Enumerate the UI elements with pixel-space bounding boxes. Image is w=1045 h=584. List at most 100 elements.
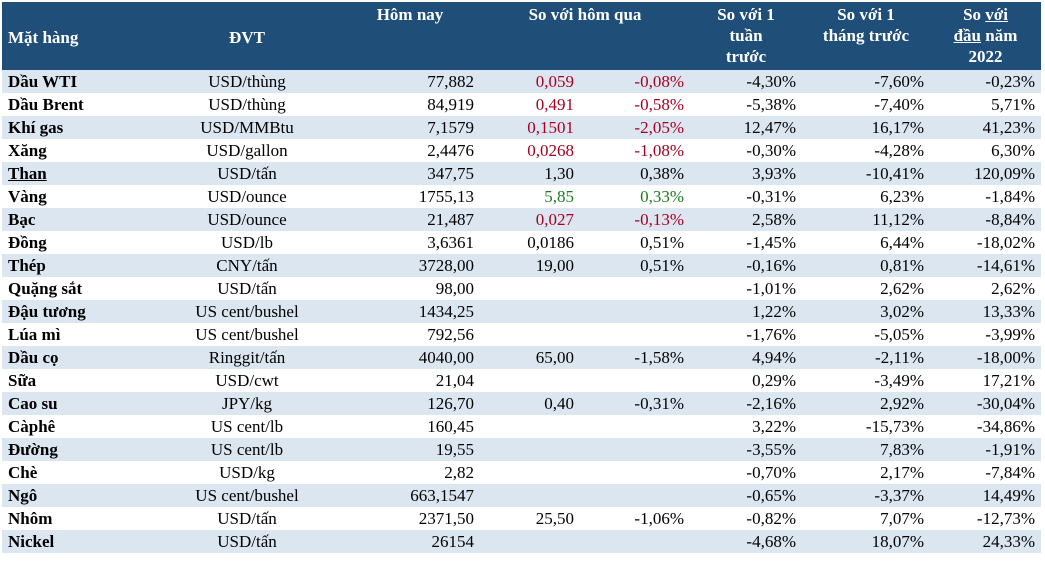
cell-vs-week: -2,16%: [690, 392, 802, 415]
table-row: Dầu Brent USD/thùng 84,919 0,491 -0,58% -5,38…: [2, 93, 1041, 116]
cell-today-price: 1755,13: [340, 185, 480, 208]
cell-today-price: 4040,00: [340, 346, 480, 369]
cell-vs-ytd: -3,99%: [930, 323, 1041, 346]
cell-change-value: 0,027: [480, 208, 580, 231]
cell-unit: Ringgit/tấn: [154, 346, 340, 369]
header-vs-ytd-line2a: đầu: [953, 26, 982, 45]
cell-vs-week: -0,82%: [690, 507, 802, 530]
cell-vs-ytd: -8,84%: [930, 208, 1041, 231]
cell-unit: USD/cwt: [154, 369, 340, 392]
cell-vs-week: -0,16%: [690, 254, 802, 277]
cell-vs-ytd: -1,91%: [930, 438, 1041, 461]
cell-vs-ytd: 2,62%: [930, 277, 1041, 300]
cell-item-name: Cao su: [2, 392, 154, 415]
cell-vs-month: 6,44%: [802, 231, 930, 254]
header-vs-yesterday: So với hôm qua: [480, 2, 690, 70]
cell-today-price: 21,487: [340, 208, 480, 231]
cell-change-value: 0,1501: [480, 116, 580, 139]
table-row: Lúa mì US cent/bushel 792,56 -1,76% -5,05% -3…: [2, 323, 1041, 346]
cell-vs-week: 12,47%: [690, 116, 802, 139]
cell-item-name: Xăng: [2, 139, 154, 162]
cell-today-price: 663,1547: [340, 484, 480, 507]
cell-item-name: Dầu WTI: [2, 70, 154, 93]
header-vs-week-line1: So với 1: [717, 5, 775, 24]
cell-vs-ytd: 14,49%: [930, 484, 1041, 507]
cell-change-percent: [580, 461, 690, 484]
cell-change-value: [480, 438, 580, 461]
cell-today-price: 792,56: [340, 323, 480, 346]
cell-vs-ytd: 17,21%: [930, 369, 1041, 392]
cell-vs-ytd: -14,61%: [930, 254, 1041, 277]
cell-item-name: Đường: [2, 438, 154, 461]
cell-vs-month: -3,49%: [802, 369, 930, 392]
table-row: Nhôm USD/tấn 2371,50 25,50 -1,06% -0,82% 7,07%…: [2, 507, 1041, 530]
cell-vs-week: 3,22%: [690, 415, 802, 438]
cell-vs-month: 6,23%: [802, 185, 930, 208]
cell-change-percent: 0,38%: [580, 162, 690, 185]
cell-change-value: [480, 530, 580, 553]
cell-vs-ytd: -7,84%: [930, 461, 1041, 484]
cell-today-price: 1434,25: [340, 300, 480, 323]
cell-item-name: Nickel: [2, 530, 154, 553]
cell-item-name: Dầu cọ: [2, 346, 154, 369]
cell-vs-week: -0,65%: [690, 484, 802, 507]
cell-vs-week: -1,45%: [690, 231, 802, 254]
cell-vs-ytd: 13,33%: [930, 300, 1041, 323]
cell-item-name-text: Than: [8, 164, 47, 183]
cell-unit: US cent/lb: [154, 438, 340, 461]
cell-today-price: 2,82: [340, 461, 480, 484]
cell-item-name: Than: [2, 162, 154, 185]
cell-vs-week: -0,31%: [690, 185, 802, 208]
cell-change-value: 0,059: [480, 70, 580, 93]
cell-change-value: [480, 484, 580, 507]
table-row: Đường US cent/lb 19,55 -3,55% 7,83% -1,91%: [2, 438, 1041, 461]
cell-vs-month: -3,37%: [802, 484, 930, 507]
cell-change-value: [480, 323, 580, 346]
table-row: Ngô US cent/bushel 663,1547 -0,65% -3,37% 14,…: [2, 484, 1041, 507]
cell-change-percent: -0,58%: [580, 93, 690, 116]
cell-unit: USD/thùng: [154, 93, 340, 116]
cell-item-name: Dầu Brent: [2, 93, 154, 116]
cell-unit: USD/gallon: [154, 139, 340, 162]
table-row: Khí gas USD/MMBtu 7,1579 0,1501 -2,05% 12,47%…: [2, 116, 1041, 139]
cell-vs-month: -10,41%: [802, 162, 930, 185]
cell-item-name: Sữa: [2, 369, 154, 392]
cell-item-name: Đậu tương: [2, 300, 154, 323]
cell-unit: US cent/lb: [154, 415, 340, 438]
cell-item-name: Nhôm: [2, 507, 154, 530]
header-vs-ytd: So với đầu năm 2022: [930, 2, 1041, 70]
cell-item-name: Khí gas: [2, 116, 154, 139]
cell-today-price: 21,04: [340, 369, 480, 392]
cell-today-price: 347,75: [340, 162, 480, 185]
cell-unit: USD/lb: [154, 231, 340, 254]
cell-change-value: 5,85: [480, 185, 580, 208]
cell-vs-month: 7,83%: [802, 438, 930, 461]
cell-today-price: 77,882: [340, 70, 480, 93]
cell-change-value: [480, 461, 580, 484]
cell-change-value: [480, 369, 580, 392]
cell-change-percent: [580, 277, 690, 300]
cell-vs-week: -0,30%: [690, 139, 802, 162]
cell-vs-week: 3,93%: [690, 162, 802, 185]
cell-change-percent: [580, 300, 690, 323]
cell-unit: CNY/tấn: [154, 254, 340, 277]
cell-change-value: 19,00: [480, 254, 580, 277]
cell-change-value: [480, 415, 580, 438]
cell-change-percent: 0,51%: [580, 231, 690, 254]
cell-vs-month: -7,60%: [802, 70, 930, 93]
header-vs-week-line3: trước: [725, 47, 767, 66]
cell-change-value: 1,30: [480, 162, 580, 185]
header-vs-week: So với 1 tuần trước: [690, 2, 802, 70]
cell-vs-ytd: -34,86%: [930, 415, 1041, 438]
cell-today-price: 3728,00: [340, 254, 480, 277]
cell-today-price: 26154: [340, 530, 480, 553]
cell-vs-ytd: -18,02%: [930, 231, 1041, 254]
table-row: Đậu tương US cent/bushel 1434,25 1,22% 3,02%…: [2, 300, 1041, 323]
cell-unit: US cent/bushel: [154, 323, 340, 346]
cell-change-value: 0,491: [480, 93, 580, 116]
cell-item-name: Quặng sắt: [2, 277, 154, 300]
cell-vs-ytd: -0,23%: [930, 70, 1041, 93]
cell-vs-month: -5,05%: [802, 323, 930, 346]
table-row: Quặng sắt USD/tấn 98,00 -1,01% 2,62% 2,62%: [2, 277, 1041, 300]
